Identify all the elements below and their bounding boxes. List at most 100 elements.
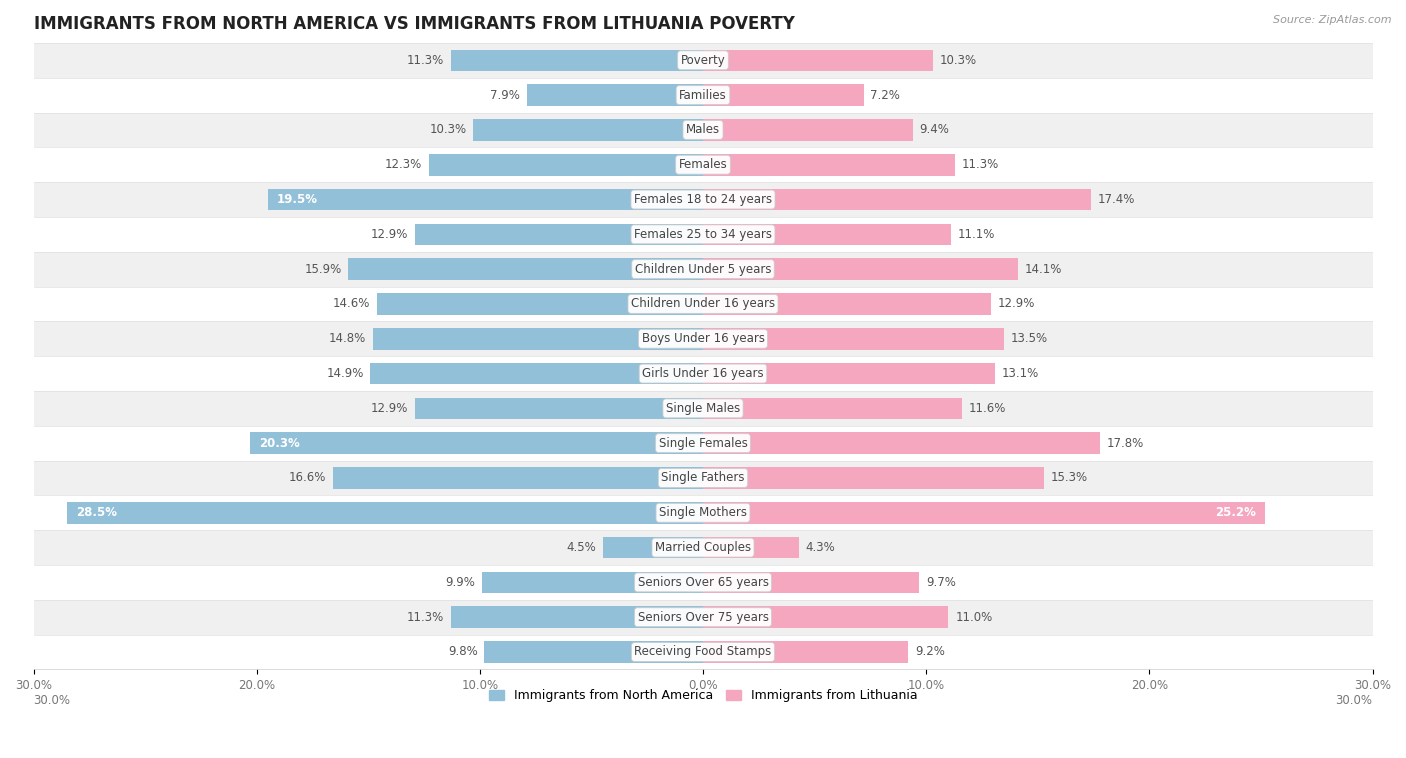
Text: 11.3%: 11.3% bbox=[962, 158, 1000, 171]
Bar bbox=[415, 224, 703, 245]
Bar bbox=[34, 426, 1372, 461]
Bar bbox=[34, 496, 1372, 530]
Bar bbox=[415, 397, 703, 419]
Bar bbox=[34, 252, 1372, 287]
Bar bbox=[703, 606, 949, 628]
Text: Boys Under 16 years: Boys Under 16 years bbox=[641, 332, 765, 345]
Text: 11.1%: 11.1% bbox=[957, 228, 995, 241]
Text: Receiving Food Stamps: Receiving Food Stamps bbox=[634, 646, 772, 659]
Bar bbox=[703, 432, 1101, 454]
Bar bbox=[34, 217, 1372, 252]
Text: 15.9%: 15.9% bbox=[304, 262, 342, 276]
Text: 30.0%: 30.0% bbox=[1336, 694, 1372, 706]
Bar bbox=[703, 224, 950, 245]
Bar bbox=[34, 634, 1372, 669]
Text: Males: Males bbox=[686, 124, 720, 136]
Text: Girls Under 16 years: Girls Under 16 years bbox=[643, 367, 763, 380]
Text: 30.0%: 30.0% bbox=[34, 694, 70, 706]
Bar bbox=[67, 502, 703, 524]
Text: 28.5%: 28.5% bbox=[76, 506, 117, 519]
Bar bbox=[474, 119, 703, 141]
Text: 13.5%: 13.5% bbox=[1011, 332, 1047, 345]
Bar bbox=[267, 189, 703, 210]
Text: Single Males: Single Males bbox=[666, 402, 740, 415]
Bar bbox=[349, 258, 703, 280]
Bar bbox=[703, 49, 932, 71]
Bar bbox=[34, 530, 1372, 565]
Legend: Immigrants from North America, Immigrants from Lithuania: Immigrants from North America, Immigrant… bbox=[484, 684, 922, 707]
Bar bbox=[371, 363, 703, 384]
Text: 11.6%: 11.6% bbox=[969, 402, 1005, 415]
Bar bbox=[527, 84, 703, 106]
Text: Females 18 to 24 years: Females 18 to 24 years bbox=[634, 193, 772, 206]
Text: 14.6%: 14.6% bbox=[333, 297, 371, 311]
Text: 9.9%: 9.9% bbox=[446, 576, 475, 589]
Bar bbox=[34, 78, 1372, 112]
Text: Families: Families bbox=[679, 89, 727, 102]
Bar bbox=[377, 293, 703, 315]
Text: 7.9%: 7.9% bbox=[491, 89, 520, 102]
Text: 17.8%: 17.8% bbox=[1107, 437, 1144, 449]
Bar bbox=[34, 391, 1372, 426]
Bar bbox=[451, 49, 703, 71]
Bar bbox=[703, 328, 1004, 349]
Text: 4.5%: 4.5% bbox=[567, 541, 596, 554]
Text: 14.8%: 14.8% bbox=[329, 332, 366, 345]
Text: Seniors Over 75 years: Seniors Over 75 years bbox=[637, 611, 769, 624]
Text: 9.7%: 9.7% bbox=[927, 576, 956, 589]
Text: 11.3%: 11.3% bbox=[406, 611, 444, 624]
Bar bbox=[703, 537, 799, 559]
Bar bbox=[484, 641, 703, 662]
Bar bbox=[34, 112, 1372, 147]
Text: Single Females: Single Females bbox=[658, 437, 748, 449]
Bar bbox=[34, 356, 1372, 391]
Text: 11.3%: 11.3% bbox=[406, 54, 444, 67]
Text: Females 25 to 34 years: Females 25 to 34 years bbox=[634, 228, 772, 241]
Bar bbox=[34, 287, 1372, 321]
Bar bbox=[703, 641, 908, 662]
Text: 14.9%: 14.9% bbox=[326, 367, 364, 380]
Bar bbox=[451, 606, 703, 628]
Text: 11.0%: 11.0% bbox=[955, 611, 993, 624]
Bar bbox=[703, 258, 1018, 280]
Text: 20.3%: 20.3% bbox=[259, 437, 299, 449]
Bar bbox=[429, 154, 703, 176]
Text: 9.8%: 9.8% bbox=[449, 646, 478, 659]
Bar bbox=[703, 572, 920, 594]
Text: Children Under 5 years: Children Under 5 years bbox=[634, 262, 772, 276]
Bar bbox=[34, 565, 1372, 600]
Text: 9.4%: 9.4% bbox=[920, 124, 949, 136]
Text: 4.3%: 4.3% bbox=[806, 541, 835, 554]
Text: 10.3%: 10.3% bbox=[429, 124, 467, 136]
Text: 7.2%: 7.2% bbox=[870, 89, 900, 102]
Text: Females: Females bbox=[679, 158, 727, 171]
Bar bbox=[34, 461, 1372, 496]
Text: Source: ZipAtlas.com: Source: ZipAtlas.com bbox=[1274, 15, 1392, 25]
Text: Married Couples: Married Couples bbox=[655, 541, 751, 554]
Bar bbox=[703, 467, 1045, 489]
Text: Poverty: Poverty bbox=[681, 54, 725, 67]
Bar bbox=[703, 502, 1265, 524]
Text: 15.3%: 15.3% bbox=[1052, 471, 1088, 484]
Text: Children Under 16 years: Children Under 16 years bbox=[631, 297, 775, 311]
Text: Seniors Over 65 years: Seniors Over 65 years bbox=[637, 576, 769, 589]
Bar bbox=[250, 432, 703, 454]
Text: 10.3%: 10.3% bbox=[939, 54, 977, 67]
Text: 12.9%: 12.9% bbox=[998, 297, 1035, 311]
Bar bbox=[703, 119, 912, 141]
Text: 9.2%: 9.2% bbox=[915, 646, 945, 659]
Bar bbox=[333, 467, 703, 489]
Bar bbox=[703, 84, 863, 106]
Bar bbox=[34, 43, 1372, 78]
Text: 12.3%: 12.3% bbox=[385, 158, 422, 171]
Bar bbox=[603, 537, 703, 559]
Bar bbox=[34, 321, 1372, 356]
Bar bbox=[703, 363, 995, 384]
Text: 25.2%: 25.2% bbox=[1216, 506, 1257, 519]
Bar bbox=[482, 572, 703, 594]
Text: Single Fathers: Single Fathers bbox=[661, 471, 745, 484]
Bar bbox=[34, 147, 1372, 182]
Bar bbox=[373, 328, 703, 349]
Bar bbox=[703, 397, 962, 419]
Text: 13.1%: 13.1% bbox=[1002, 367, 1039, 380]
